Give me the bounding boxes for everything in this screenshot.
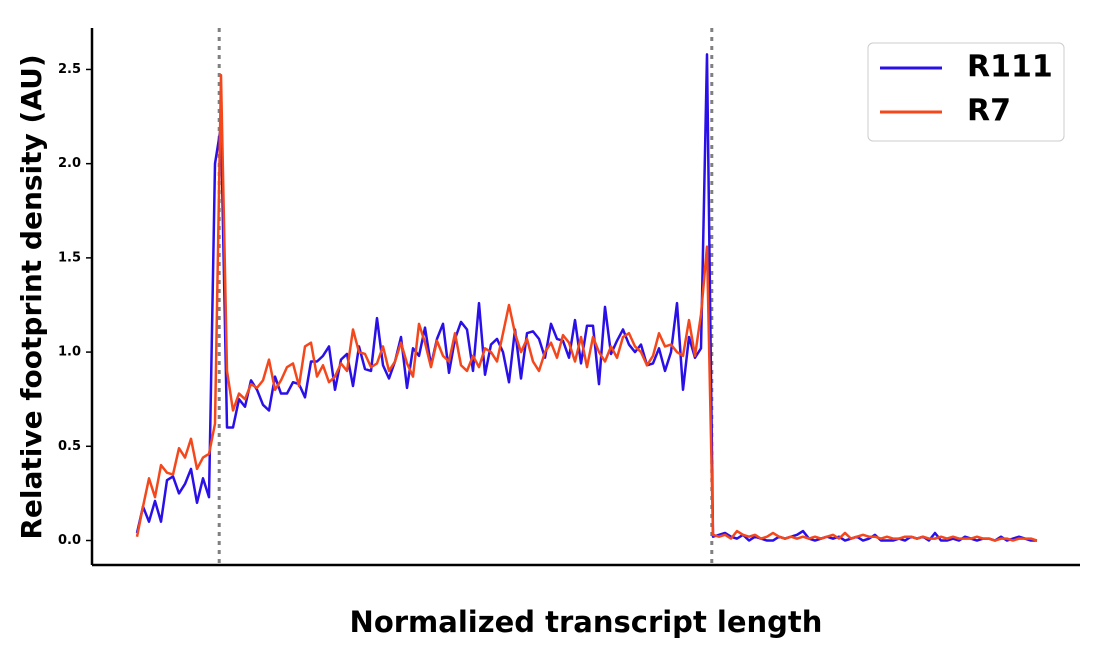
y-tick-label: 0.0: [58, 533, 81, 548]
y-tick-label: 2.0: [58, 156, 81, 171]
y-tick-label: 0.5: [58, 439, 81, 454]
legend-label: R7: [967, 94, 1011, 129]
y-tick-label: 2.5: [58, 62, 81, 77]
y-tick-label: 1.0: [58, 345, 81, 360]
y-tick-label: 1.5: [58, 250, 81, 265]
y-axis-label: Relative footprint density (AU): [15, 54, 48, 539]
x-axis-label: Normalized transcript length: [350, 605, 823, 639]
legend-label: R111: [967, 50, 1053, 85]
series-line: [135, 53, 1037, 542]
series-line: [135, 73, 1038, 542]
